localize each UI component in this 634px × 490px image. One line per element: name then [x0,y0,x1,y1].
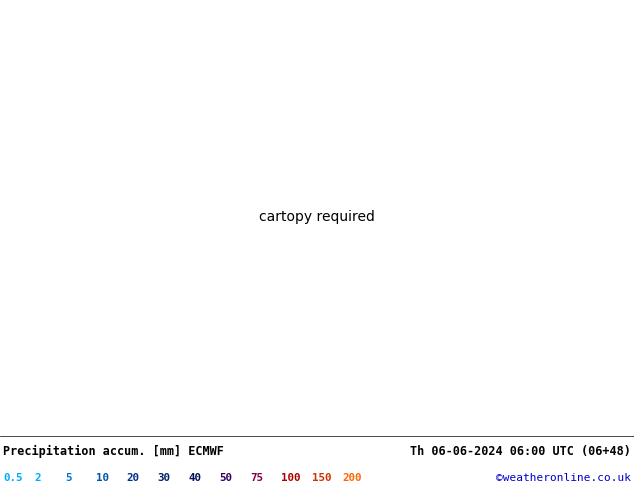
Text: 75: 75 [250,472,263,483]
Text: 150: 150 [311,472,331,483]
Text: ©weatheronline.co.uk: ©weatheronline.co.uk [496,472,631,483]
Text: 20: 20 [127,472,139,483]
Text: 5: 5 [65,472,72,483]
Text: Th 06-06-2024 06:00 UTC (06+48): Th 06-06-2024 06:00 UTC (06+48) [410,445,631,458]
Text: cartopy required: cartopy required [259,210,375,224]
Text: 50: 50 [219,472,232,483]
Text: 30: 30 [157,472,171,483]
Text: 2: 2 [34,472,41,483]
Text: 100: 100 [281,472,300,483]
Text: 10: 10 [96,472,108,483]
Text: Precipitation accum. [mm] ECMWF: Precipitation accum. [mm] ECMWF [3,445,224,458]
Text: 0.5: 0.5 [3,472,23,483]
Text: 40: 40 [188,472,201,483]
Text: 200: 200 [342,472,362,483]
